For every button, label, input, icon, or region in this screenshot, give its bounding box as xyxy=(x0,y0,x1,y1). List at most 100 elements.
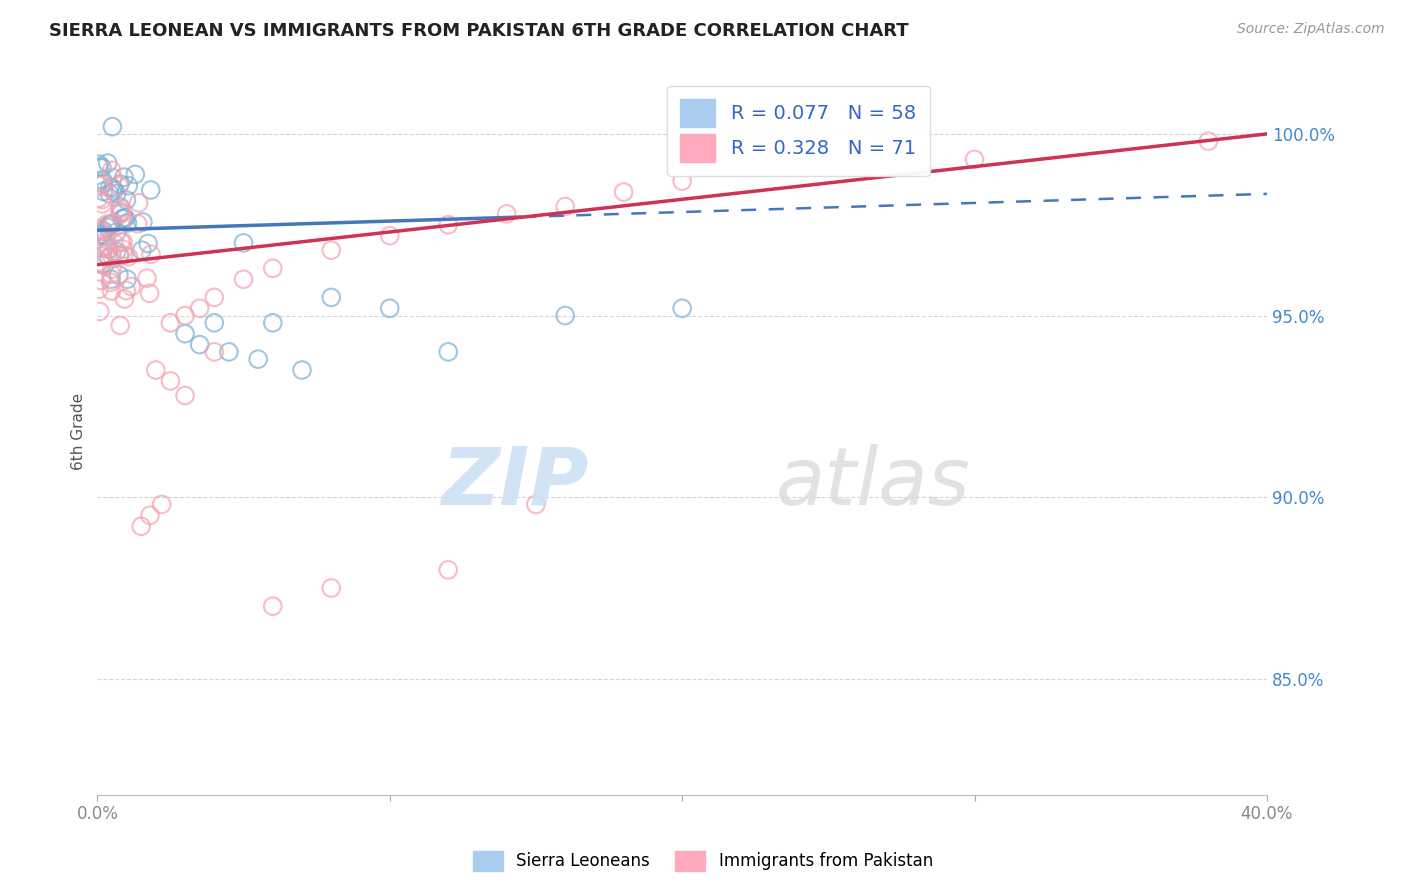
Point xyxy=(91,227,114,242)
Point xyxy=(98,186,121,201)
Point xyxy=(112,248,135,262)
Point xyxy=(524,498,547,512)
Point xyxy=(174,326,197,341)
Point xyxy=(115,284,138,298)
Point xyxy=(128,195,150,210)
Point xyxy=(91,240,114,254)
Point xyxy=(105,186,128,201)
Point xyxy=(117,250,139,264)
Point xyxy=(188,337,211,351)
Point xyxy=(103,184,125,198)
Point xyxy=(554,200,576,214)
Point xyxy=(202,344,225,359)
Point xyxy=(101,170,124,185)
Point xyxy=(378,301,401,316)
Point xyxy=(87,236,110,251)
Point xyxy=(129,519,152,533)
Point xyxy=(108,249,131,263)
Point xyxy=(174,309,197,323)
Point xyxy=(963,153,986,167)
Point xyxy=(100,217,122,231)
Point xyxy=(97,156,120,170)
Point xyxy=(105,225,128,239)
Legend: R = 0.077   N = 58, R = 0.328   N = 71: R = 0.077 N = 58, R = 0.328 N = 71 xyxy=(666,86,929,176)
Point xyxy=(94,229,117,244)
Point xyxy=(111,211,134,226)
Point xyxy=(110,200,132,214)
Point xyxy=(262,599,284,614)
Point xyxy=(105,244,128,259)
Point xyxy=(108,178,131,193)
Point xyxy=(108,248,131,262)
Point xyxy=(262,316,284,330)
Text: SIERRA LEONEAN VS IMMIGRANTS FROM PAKISTAN 6TH GRADE CORRELATION CHART: SIERRA LEONEAN VS IMMIGRANTS FROM PAKIST… xyxy=(49,22,908,40)
Point xyxy=(91,185,114,199)
Point xyxy=(90,221,112,235)
Point xyxy=(112,170,135,185)
Point xyxy=(110,318,132,333)
Point xyxy=(114,211,136,225)
Point xyxy=(89,160,111,174)
Point xyxy=(115,272,138,286)
Point xyxy=(218,344,240,359)
Text: Source: ZipAtlas.com: Source: ZipAtlas.com xyxy=(1237,22,1385,37)
Y-axis label: 6th Grade: 6th Grade xyxy=(72,393,86,470)
Point xyxy=(671,174,693,188)
Point xyxy=(98,251,121,265)
Point xyxy=(101,217,124,231)
Point xyxy=(89,304,111,318)
Point xyxy=(93,259,115,273)
Point xyxy=(139,183,162,197)
Point xyxy=(89,225,111,239)
Point xyxy=(101,120,124,134)
Point xyxy=(437,344,460,359)
Point xyxy=(91,173,114,187)
Point xyxy=(101,249,124,263)
Point xyxy=(103,235,125,250)
Point xyxy=(139,508,162,523)
Point xyxy=(108,268,131,282)
Point xyxy=(90,161,112,175)
Point xyxy=(437,563,460,577)
Point xyxy=(87,282,110,296)
Point xyxy=(110,207,132,221)
Point xyxy=(101,262,124,277)
Point xyxy=(93,224,115,238)
Point xyxy=(124,167,146,181)
Point xyxy=(117,178,139,193)
Point xyxy=(108,177,131,191)
Point xyxy=(110,205,132,219)
Point xyxy=(262,261,284,276)
Point xyxy=(94,247,117,261)
Point xyxy=(321,290,343,304)
Point xyxy=(437,218,460,232)
Point xyxy=(188,301,211,316)
Point xyxy=(98,180,121,194)
Point xyxy=(97,218,120,232)
Point xyxy=(112,235,135,250)
Point xyxy=(112,242,135,256)
Point xyxy=(103,216,125,230)
Point xyxy=(121,279,143,293)
Point xyxy=(100,275,122,289)
Point xyxy=(87,157,110,171)
Point xyxy=(93,177,115,191)
Point xyxy=(1197,134,1219,148)
Point xyxy=(232,272,254,286)
Point xyxy=(100,272,122,286)
Point xyxy=(232,235,254,250)
Point xyxy=(247,352,270,367)
Point xyxy=(139,247,162,261)
Point xyxy=(554,309,576,323)
Point xyxy=(94,238,117,252)
Text: ZIP: ZIP xyxy=(441,443,589,522)
Point xyxy=(174,388,197,402)
Point xyxy=(321,581,343,595)
Point xyxy=(202,290,225,304)
Point xyxy=(110,202,132,216)
Point xyxy=(613,185,636,199)
Point xyxy=(114,292,136,306)
Point xyxy=(117,216,139,230)
Point xyxy=(495,207,517,221)
Point xyxy=(138,286,160,301)
